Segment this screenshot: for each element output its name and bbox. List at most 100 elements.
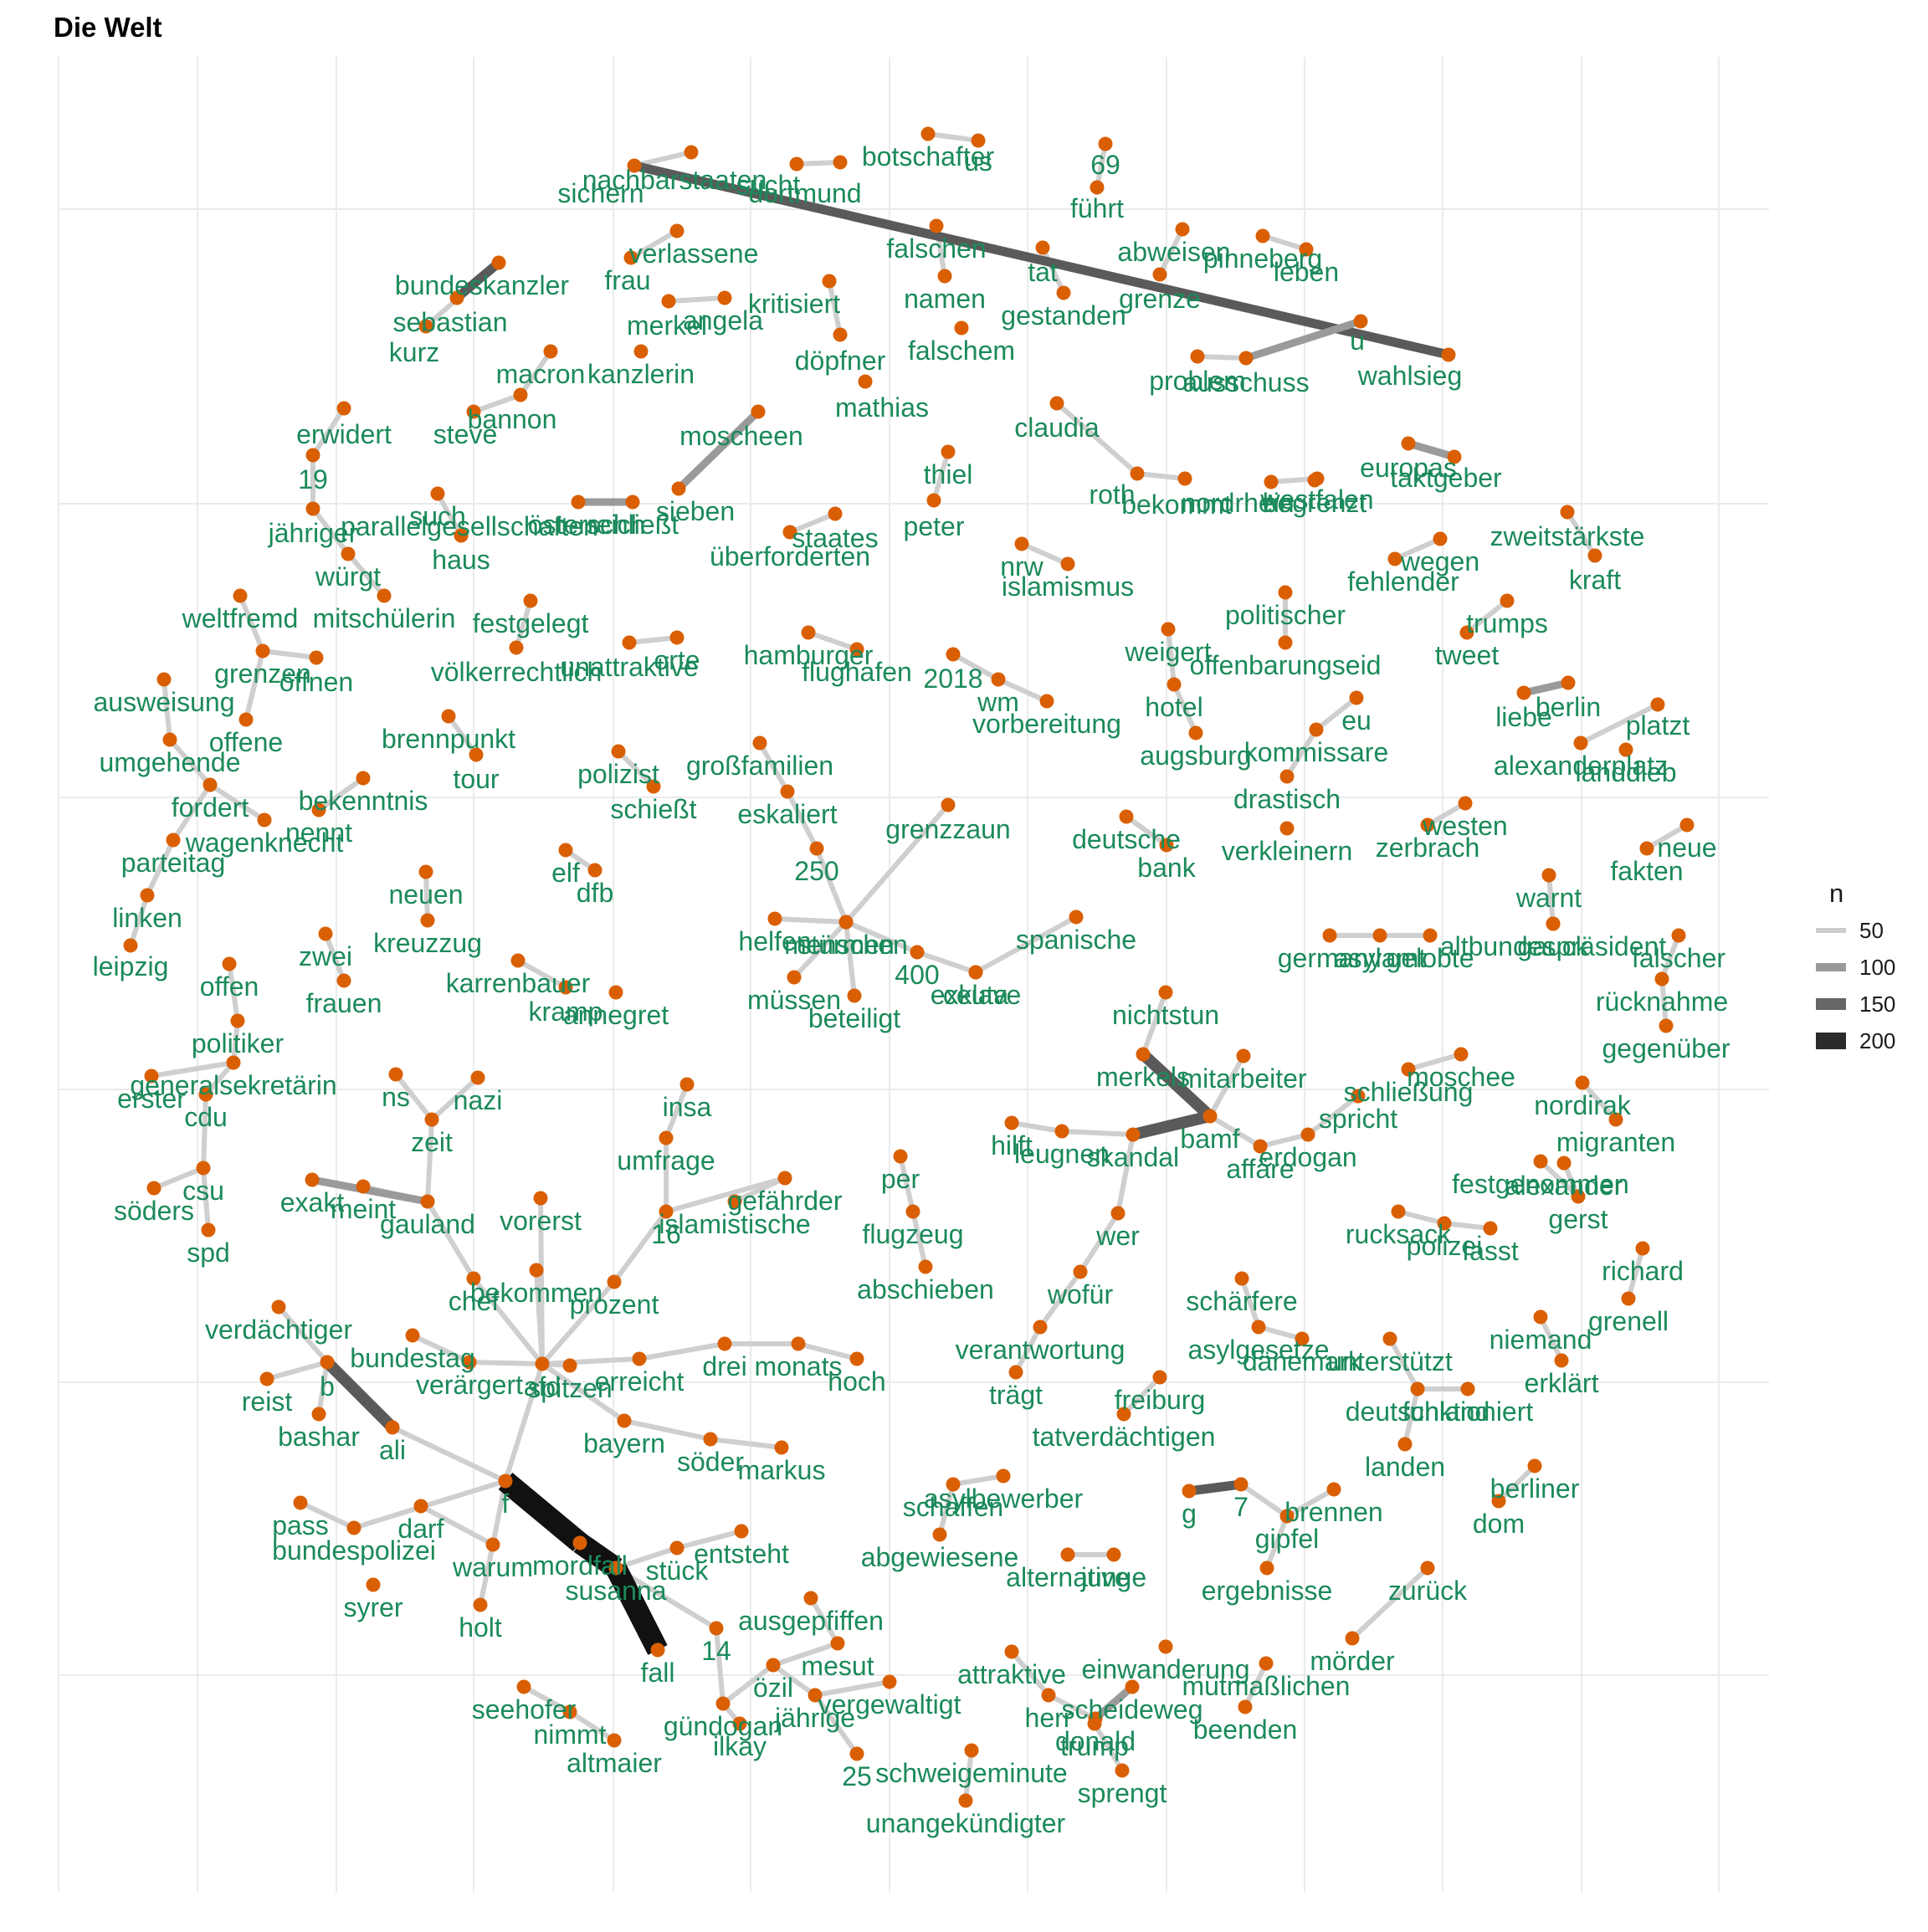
- edge-asylgesetze-dänemark: [1258, 1325, 1303, 1341]
- node-gegenüber: [1659, 1018, 1674, 1033]
- label-generalsekretärin: generalsekretärin: [130, 1070, 336, 1100]
- edge-verantwortung-trägt: [1013, 1325, 1043, 1374]
- node-ali: [385, 1420, 400, 1435]
- node-sebastian: [449, 290, 464, 305]
- edge-zeit-gauland: [425, 1119, 434, 1202]
- label-seehofer: seehofer: [472, 1694, 577, 1724]
- label-merkels: merkels: [1096, 1062, 1190, 1092]
- node-generalsekretärin: [226, 1055, 241, 1070]
- label-nordirak: nordirak: [1534, 1090, 1632, 1120]
- label-germany: germany: [1278, 943, 1382, 973]
- node-dortmund: [833, 155, 848, 170]
- label-linken: linken: [112, 903, 182, 933]
- node-weltfremd: [233, 588, 248, 603]
- label-junge: junge: [1080, 1562, 1146, 1592]
- label-eskaliert: eskaliert: [737, 799, 837, 829]
- label-jähriger: jähriger: [268, 518, 358, 548]
- label-frau: frau: [604, 265, 650, 295]
- node-falschen: [929, 218, 944, 233]
- edge-prozent-afd: [540, 1280, 617, 1366]
- label-nazi: nazi: [454, 1085, 503, 1115]
- node-orte: [669, 630, 685, 645]
- node-frauen: [336, 973, 351, 988]
- node-falscher: [1671, 928, 1686, 943]
- node-us: [971, 133, 986, 148]
- node-skandal: [1126, 1127, 1141, 1142]
- node-insa: [679, 1077, 695, 1092]
- edge-bayern-söder: [623, 1418, 711, 1442]
- node-schließung: [1401, 1062, 1416, 1077]
- label-spanische: spanische: [1016, 925, 1136, 955]
- edge-herr-donald: [1047, 1693, 1097, 1721]
- edge-macron-bannon: [518, 350, 553, 397]
- edge-250-menschen: [814, 847, 849, 924]
- label-b: b: [320, 1371, 335, 1402]
- label-stück: stück: [646, 1555, 710, 1586]
- node-berlin: [1561, 675, 1576, 690]
- label-steve: steve: [433, 419, 497, 449]
- label-fall: fall: [641, 1658, 675, 1688]
- edge-grenzen-offene: [244, 650, 265, 720]
- label-bekommt: bekommt: [1121, 489, 1232, 520]
- node-markus: [774, 1440, 789, 1455]
- label-nennt: nennt: [285, 817, 352, 848]
- edge-bashar-b: [316, 1361, 330, 1415]
- label-spitzen: spitzen: [527, 1373, 612, 1403]
- label-haus: haus: [432, 545, 490, 575]
- label-donald: donald: [1055, 1726, 1136, 1756]
- label-kurz: kurz: [389, 337, 439, 367]
- label-u: u: [1350, 325, 1365, 356]
- label-migranten: migranten: [1556, 1127, 1675, 1157]
- edge-leugnen-skandal: [1061, 1129, 1134, 1137]
- label-moschee: moschee: [1407, 1062, 1515, 1092]
- node-helfen: [767, 911, 782, 926]
- node-polizist: [611, 744, 626, 759]
- node-grenzzaun: [941, 797, 956, 812]
- label-monats: monats: [755, 1351, 843, 1381]
- node-hilft: [1004, 1115, 1019, 1130]
- node-f: [498, 1473, 513, 1489]
- node-ilkay: [732, 1716, 747, 1731]
- label-per: per: [881, 1164, 920, 1194]
- legend-label-0: 50: [1859, 918, 1884, 943]
- edge-warnt-gauck: [1546, 874, 1556, 925]
- label-mordfall: mordfall: [532, 1550, 628, 1581]
- label-rucksack: rucksack: [1346, 1219, 1452, 1249]
- edge-gefährder-islamistische: [733, 1176, 787, 1204]
- node-brennen: [1326, 1482, 1341, 1497]
- label-elf: elf: [551, 858, 580, 888]
- edge-weigert-hotel: [1166, 628, 1177, 685]
- node-kramp: [558, 980, 573, 995]
- node-zeit: [424, 1112, 439, 1127]
- node-germany: [1322, 928, 1337, 943]
- edge-özil-jährige: [772, 1663, 817, 1698]
- node-erwidert: [336, 401, 351, 416]
- edge-thiel-peter: [931, 451, 951, 501]
- node-menschen: [838, 915, 854, 930]
- edge-attraktive-herr: [1009, 1650, 1051, 1697]
- label-unangekündigter: unangekündigter: [866, 1808, 1066, 1838]
- node-polizei: [1437, 1216, 1452, 1231]
- label-ausgepfiffen: ausgepfiffen: [738, 1606, 884, 1636]
- label-würgt: würgt: [315, 561, 381, 592]
- edge-menschen-helfen: [774, 916, 847, 925]
- node-festgenommen: [1533, 1154, 1548, 1169]
- edge-würgt-mitschülerin: [346, 552, 387, 597]
- node-neuen: [418, 864, 433, 879]
- edge-schaffen-abgewiesene: [937, 1484, 956, 1535]
- node-400: [910, 945, 925, 960]
- label-sieben: sieben: [656, 496, 735, 526]
- label-hotel: hotel: [1145, 692, 1202, 722]
- node-nordirak: [1575, 1075, 1590, 1090]
- node-trumps: [1500, 593, 1515, 608]
- label-offenbarungseid: offenbarungseid: [1190, 650, 1382, 680]
- node-fakten: [1639, 841, 1654, 856]
- label-offene: offene: [209, 727, 283, 757]
- label-zwei: zwei: [299, 941, 352, 971]
- label-eu: eu: [1341, 705, 1372, 735]
- node-exklave: [968, 965, 983, 980]
- label-kanzlerin: kanzlerin: [587, 359, 695, 389]
- label-völkerrechtlich: völkerrechtlich: [431, 657, 602, 687]
